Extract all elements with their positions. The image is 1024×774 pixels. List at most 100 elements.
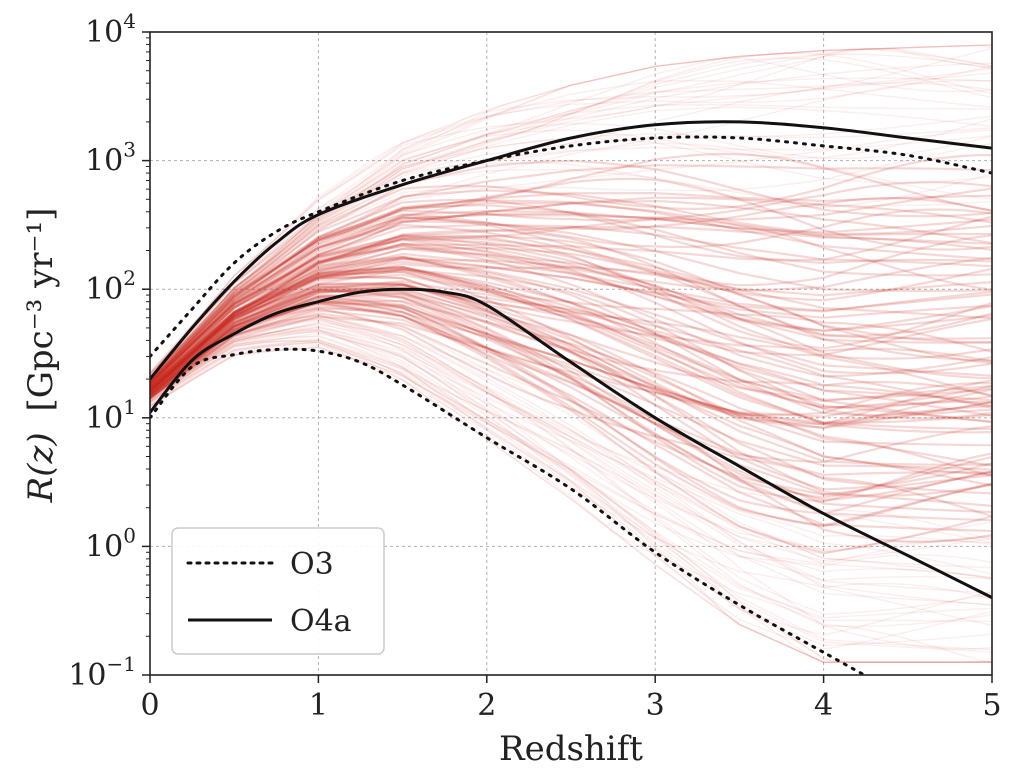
posterior-sample-curve: [150, 314, 992, 594]
y-axis-label-unit: [Gpc⁻³ yr⁻¹]: [21, 208, 61, 412]
posterior-sample-curve: [150, 223, 992, 383]
posterior-sample-curve: [150, 305, 992, 507]
posterior-sample-curve: [150, 346, 992, 663]
y-tick-label: 104: [85, 9, 136, 50]
posterior-sample-curve: [150, 64, 992, 374]
x-tick-label: 5: [982, 688, 1001, 723]
posterior-sample-curve: [150, 315, 992, 543]
posterior-sample-curve: [150, 312, 992, 496]
line-o4a-upper: [150, 120, 992, 381]
posterior-sample-curve: [150, 300, 992, 467]
posterior-sample-curve: [150, 255, 992, 386]
posterior-sample-curve: [150, 308, 992, 569]
line-o3-lower: [150, 347, 868, 675]
posterior-sample-curve: [150, 79, 992, 375]
posterior-sample-curve: [150, 346, 992, 663]
posterior-sample-curve: [150, 77, 992, 382]
posterior-sample-curve: [150, 242, 992, 392]
posterior-sample-curve: [150, 279, 992, 417]
posterior-sample-curve: [150, 273, 992, 423]
posterior-sample-curve: [150, 309, 992, 477]
posterior-sample-curve: [150, 266, 992, 401]
posterior-sample-curve: [150, 199, 992, 382]
posterior-sample-curve: [150, 196, 992, 381]
y-axis-ticks: 10−1 100 101 102 103 104: [68, 9, 150, 693]
posterior-sample-curve: [150, 164, 992, 385]
posterior-sample-curve: [150, 288, 992, 495]
x-tick-label: 3: [646, 688, 665, 723]
posterior-sample-curve: [150, 223, 992, 388]
posterior-sample-curve: [150, 338, 992, 664]
posterior-sample-curve: [150, 307, 992, 518]
posterior-sample-curve: [150, 266, 992, 424]
posterior-sample-curve: [150, 317, 992, 562]
posterior-sample-curve: [150, 285, 992, 397]
posterior-sample-curve: [150, 332, 992, 580]
posterior-sample-curve: [150, 324, 992, 650]
posterior-sample-curve: [150, 275, 992, 417]
posterior-sample-curve: [150, 268, 992, 402]
posterior-sample-curve: [150, 47, 992, 375]
posterior-sample-curve: [150, 323, 992, 636]
posterior-sample-curve: [150, 319, 992, 606]
posterior-sample-curve: [150, 187, 992, 384]
posterior-sample-curve: [150, 326, 992, 651]
posterior-sample-curve: [150, 334, 992, 623]
posterior-sample-curve: [150, 301, 992, 426]
posterior-sample-curve: [150, 246, 992, 393]
posterior-sample-curve: [150, 234, 992, 392]
posterior-sample-curve: [150, 318, 992, 567]
y-tick-label: 102: [85, 266, 136, 307]
posterior-sample-curve: [150, 321, 992, 544]
posterior-sample-curve: [150, 314, 992, 555]
y-tick-label: 10−1: [68, 652, 136, 693]
line-o4a-lower: [150, 287, 992, 600]
posterior-sample-curve: [150, 228, 992, 392]
posterior-sample-curve: [150, 44, 992, 376]
posterior-sample-curve: [150, 238, 992, 384]
posterior-sample-curve: [150, 288, 992, 464]
y-axis-label: R(z) [Gpc⁻³ yr⁻¹]: [21, 208, 61, 504]
x-tick-label: 4: [814, 688, 833, 723]
posterior-sample-curve: [150, 315, 992, 615]
posterior-sample-curve: [150, 293, 992, 418]
posterior-sample-curve: [150, 72, 992, 382]
posterior-sample-curve: [150, 339, 992, 626]
posterior-sample-curve: [150, 339, 992, 582]
posterior-sample-curve: [150, 142, 992, 378]
posterior-sample-curve: [150, 307, 992, 487]
posterior-sample-curve: [150, 225, 992, 390]
posterior-sample-curve: [150, 196, 992, 388]
x-axis-ticks: 0 1 2 3 4 5: [140, 675, 1002, 723]
posterior-sample-curve: [150, 318, 992, 628]
posterior-sample-curve: [150, 343, 992, 664]
posterior-sample-curve: [150, 242, 992, 392]
posterior-sample-curve: [150, 301, 992, 554]
posterior-sample-curve: [150, 129, 992, 382]
posterior-sample-curve: [150, 289, 992, 430]
posterior-sample-curve: [150, 302, 992, 533]
posterior-sample-curve: [150, 262, 992, 389]
posterior-sample-curve: [150, 257, 992, 394]
y-tick-label: 103: [85, 138, 136, 179]
posterior-sample-curve: [150, 44, 992, 376]
posterior-sample-curve: [150, 220, 992, 382]
posterior-sample-curve: [150, 285, 992, 407]
line-o3-upper: [150, 135, 992, 358]
posterior-sample-curve: [150, 314, 992, 541]
posterior-sample-curve: [150, 106, 992, 383]
posterior-sample-curve: [150, 198, 992, 385]
posterior-sample-curve: [150, 283, 992, 447]
posterior-sample-curve: [150, 329, 992, 653]
posterior-sample-curve: [150, 340, 992, 663]
posterior-sample-curve: [150, 268, 992, 430]
posterior-sample-curve: [150, 346, 992, 664]
posterior-sample-curve: [150, 317, 992, 565]
posterior-sample-curve: [150, 199, 992, 389]
posterior-sample-curve: [150, 48, 992, 379]
posterior-sample-curve: [150, 122, 992, 383]
svg-text:R(z) [Gpc⁻³ yr⁻¹]: R(z) [Gpc⁻³ yr⁻¹]: [21, 208, 61, 504]
x-tick-label: 2: [477, 688, 496, 723]
posterior-sample-curve: [150, 57, 992, 375]
posterior-sample-curve: [150, 255, 992, 392]
